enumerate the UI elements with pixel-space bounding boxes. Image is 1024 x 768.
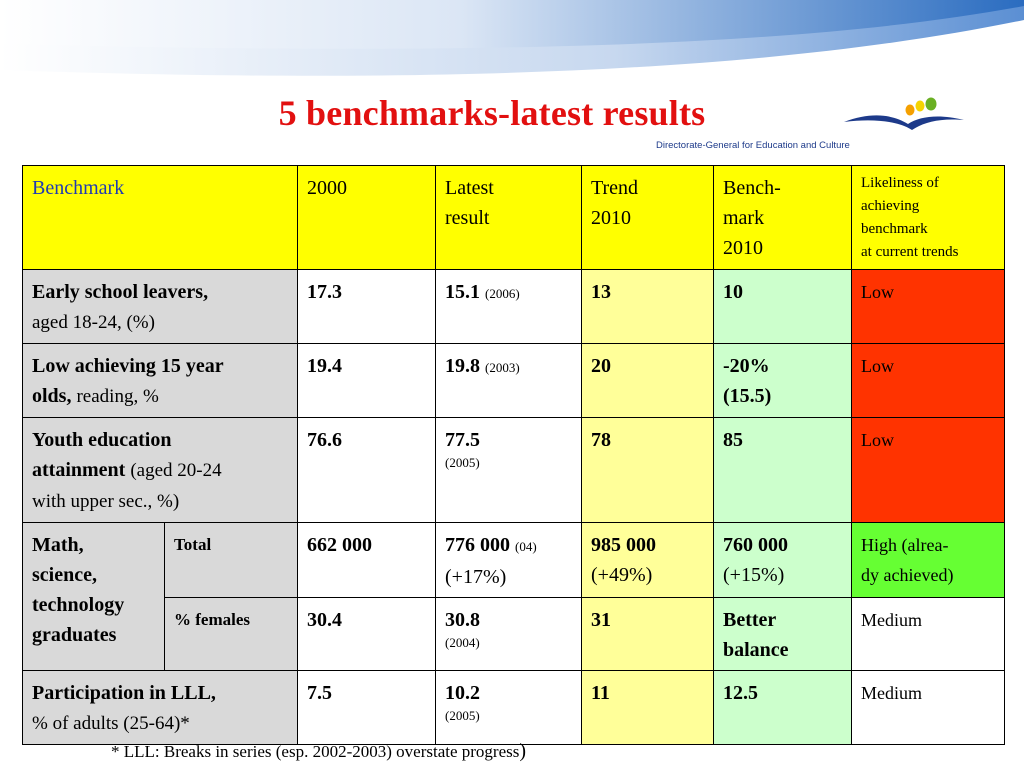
header-2000: 2000 xyxy=(297,165,436,270)
table-row: Low achieving 15 year olds, reading, % 19… xyxy=(22,343,1005,418)
header-benchmark: Benchmark xyxy=(22,165,298,270)
cell-likeliness: Low xyxy=(851,269,1005,344)
cell-benchmark: 760 000 (+15%) xyxy=(713,522,852,598)
cell-likeliness: Medium xyxy=(851,670,1005,745)
row-label-participation-lll: Participation in LLL,% of adults (25-64)… xyxy=(22,670,298,745)
cell-trend: 13 xyxy=(581,269,714,344)
table-row: Early school leavers, aged 18-24, (%) 17.… xyxy=(22,269,1005,344)
cell-latest: 30.8 (2004) xyxy=(435,597,582,671)
cell-benchmark: Better balance xyxy=(713,597,852,671)
cell-likeliness: Low xyxy=(851,343,1005,418)
cell-benchmark: -20% (15.5) xyxy=(713,343,852,418)
cell-trend: 11 xyxy=(581,670,714,745)
cell-trend: 985 000 (+49%) xyxy=(581,522,714,598)
cell-2000: 76.6 xyxy=(297,417,436,523)
cell-latest: 776 000 (04) (+17%) xyxy=(435,522,582,598)
cell-latest: 77.5 (2005) xyxy=(435,417,582,523)
table-row: Youth education attainment (aged 20-24 wit… xyxy=(22,417,1005,523)
page-title: 5 benchmarks-latest results xyxy=(278,93,706,133)
header-latest-result: Latest result xyxy=(435,165,582,270)
cell-latest: 19.8 (2003) xyxy=(435,343,582,418)
logo-caption: Directorate-General for Education and Cu… xyxy=(656,140,850,151)
logo-dot-green xyxy=(925,97,937,111)
row-label-mst-graduates: Math, science, technology graduates xyxy=(22,522,165,671)
logo-bird xyxy=(844,115,964,130)
logo-dot-orange xyxy=(905,104,915,116)
cell-trend: 31 xyxy=(581,597,714,671)
cell-latest: 10.2 (2005) xyxy=(435,670,582,745)
cell-trend: 78 xyxy=(581,417,714,523)
row-label-low-achieving: Low achieving 15 year olds, reading, % xyxy=(22,343,298,418)
footnote: * LLL: Breaks in series (esp. 2002-2003)… xyxy=(111,740,527,762)
cell-2000: 17.3 xyxy=(297,269,436,344)
table-row: % females 30.4 30.8 (2004) 31 Better balan… xyxy=(23,597,1005,671)
cell-likeliness: Low xyxy=(851,417,1005,523)
cell-benchmark: 85 xyxy=(713,417,852,523)
cell-latest: 15.1 (2006) xyxy=(435,269,582,344)
logo-dot-yellow xyxy=(915,100,925,112)
header-trend-2010: Trend 2010 xyxy=(581,165,714,270)
cell-benchmark: 10 xyxy=(713,269,852,344)
cell-trend: 20 xyxy=(581,343,714,418)
cell-2000: 7.5 xyxy=(297,670,436,745)
cell-2000: 30.4 xyxy=(297,597,436,671)
row-label-youth-education: Youth education attainment (aged 20-24 wit… xyxy=(22,417,298,523)
benchmarks-table: Benchmark 2000 Latest result Trend 2010 Be… xyxy=(22,165,1005,745)
row-sublabel-total: Total xyxy=(164,522,298,598)
table-header-row: Benchmark 2000 Latest result Trend 2010 Be… xyxy=(22,165,1005,270)
table-row: Math, science, technology graduates Total 6… xyxy=(22,522,1005,671)
row-label-early-school-leavers: Early school leavers, aged 18-24, (%) xyxy=(22,269,298,344)
dg-education-logo xyxy=(844,97,964,130)
cell-2000: 19.4 xyxy=(297,343,436,418)
table-row: Participation in LLL,% of adults (25-64)… xyxy=(22,670,1005,745)
cell-likeliness: High (alrea-dy achieved) xyxy=(851,522,1005,598)
cell-2000: 662 000 xyxy=(297,522,436,598)
header-swoosh xyxy=(0,0,1024,76)
header-likeliness: Likeliness of achieving benchmark at curren… xyxy=(851,165,1005,270)
header-benchmark-2010: Bench-mark 2010 xyxy=(713,165,852,270)
row-sublabel-females: % females xyxy=(164,597,298,671)
cell-likeliness: Medium xyxy=(851,597,1005,671)
cell-benchmark: 12.5 xyxy=(713,670,852,745)
